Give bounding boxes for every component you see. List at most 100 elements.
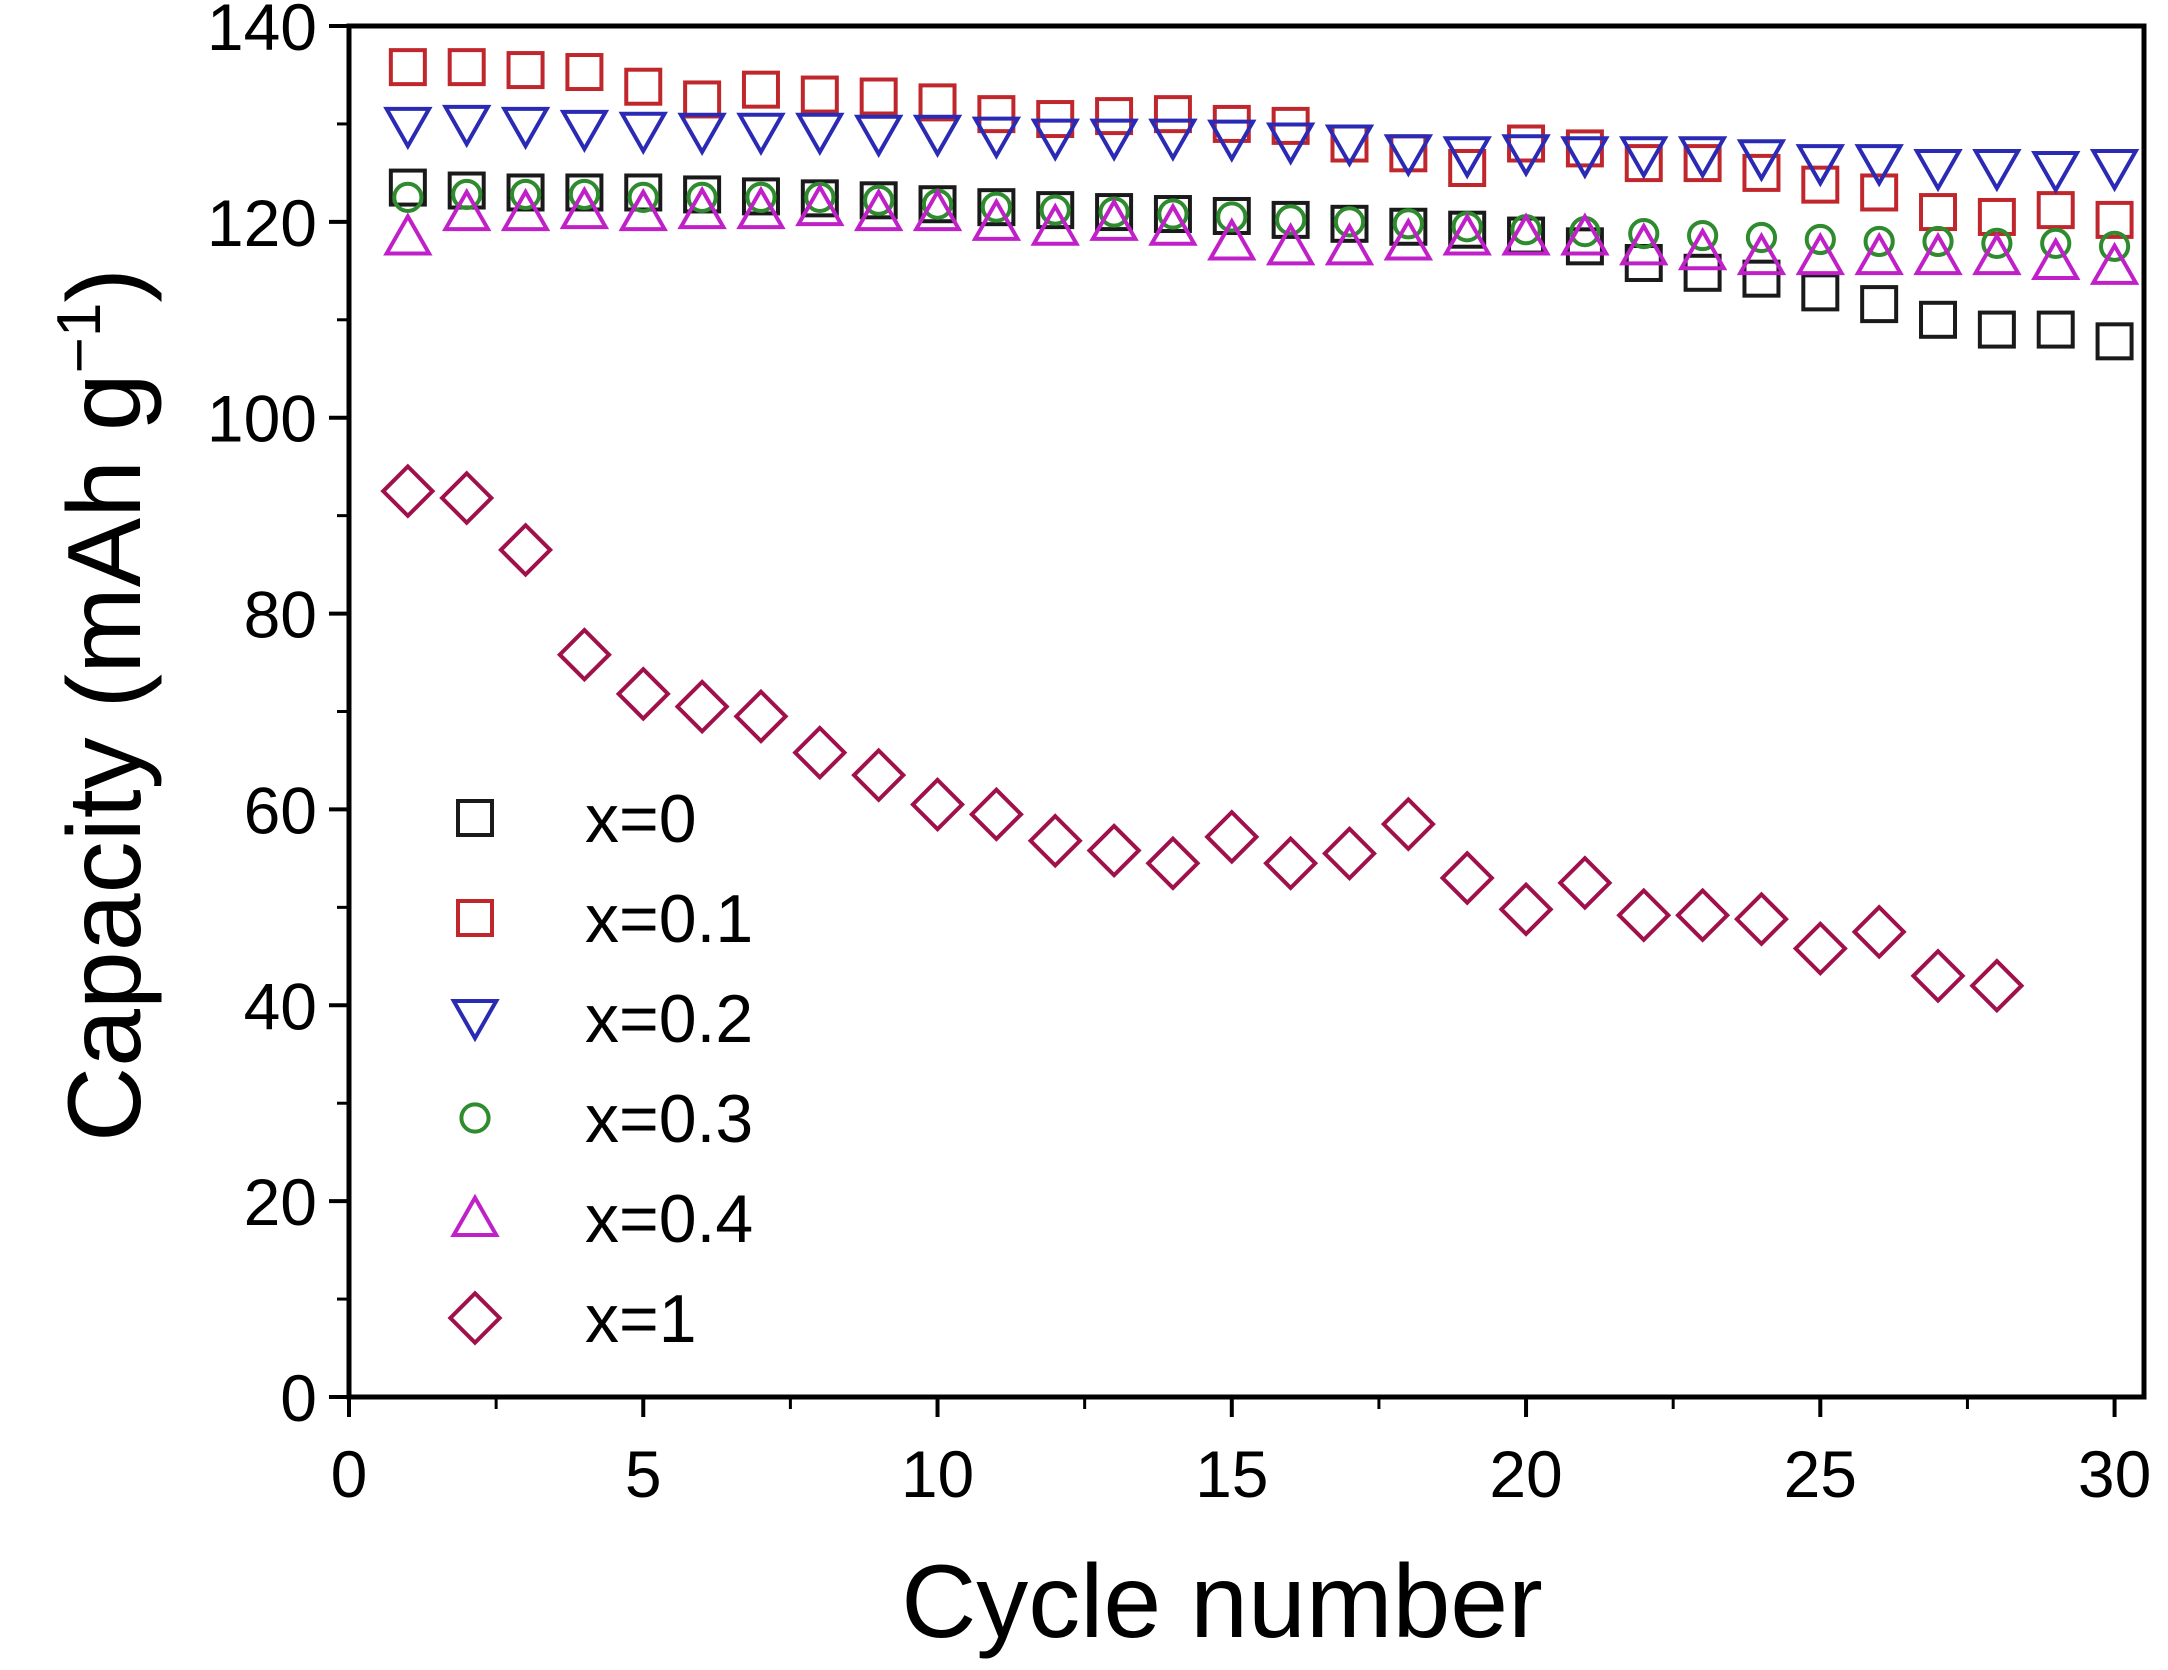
data-point [2089, 148, 2140, 193]
data-point [733, 688, 789, 744]
y-tick-label: 80 [244, 578, 317, 652]
data-point [1972, 148, 2022, 193]
data-point [1801, 273, 1840, 312]
data-point [745, 181, 777, 213]
data-point [1442, 212, 1492, 256]
data-point [1333, 206, 1366, 238]
data-point [559, 109, 610, 154]
data-point [442, 104, 492, 149]
data-point [1736, 139, 1787, 183]
y-tick-label: 100 [207, 382, 317, 456]
data-point [977, 188, 1016, 227]
data-point [971, 116, 1022, 160]
data-point [1792, 921, 1848, 976]
series-x-0-4 [383, 182, 2140, 285]
data-point [1913, 148, 1963, 193]
legend-label: x=0 [585, 781, 697, 857]
legend: x=0 x=0.1 x=0.2 x=0.3 x=0.4 x=1 [447, 781, 753, 1357]
data-point [683, 80, 722, 119]
data-point [1383, 217, 1434, 261]
data-point [615, 666, 671, 722]
data-point [1560, 212, 1610, 256]
series-layer [380, 48, 2140, 1014]
data-point [388, 168, 427, 207]
data-point [1863, 225, 1895, 258]
legend-label: x=0.2 [585, 981, 753, 1057]
data-point [910, 777, 966, 833]
data-point [380, 463, 436, 519]
data-point [1263, 835, 1319, 891]
data-point [1383, 134, 1434, 178]
data-point [677, 112, 727, 156]
data-point [1854, 144, 1904, 188]
data-point [674, 679, 730, 735]
data-point [1616, 887, 1672, 943]
data-point [1922, 225, 1954, 258]
data-point [736, 185, 786, 230]
legend-marker [450, 999, 500, 1043]
y-axis-label-superscript: −1 [45, 303, 114, 374]
data-point [568, 178, 601, 211]
x-tick-label: 10 [901, 1437, 974, 1511]
legend-label: x=0.1 [585, 881, 753, 957]
data-point [1204, 809, 1260, 865]
data-point [1153, 195, 1192, 234]
data-point [1804, 223, 1836, 256]
data-point [1742, 153, 1781, 192]
data-point [1919, 193, 1958, 232]
data-point [1854, 231, 1904, 276]
data-point [677, 185, 727, 230]
series-x-0 [388, 168, 2134, 361]
data-point [1448, 148, 1487, 187]
data-point [618, 111, 668, 156]
data-point [1683, 144, 1722, 183]
data-point [980, 191, 1012, 223]
data-point [1557, 855, 1613, 911]
data-point [388, 48, 427, 87]
data-point [795, 182, 845, 227]
data-point [795, 112, 845, 156]
data-point [2031, 236, 2081, 281]
y-axis-label-close: ) [47, 268, 163, 303]
data-point [1969, 958, 2025, 1014]
data-point [1501, 134, 1551, 178]
data-point [439, 470, 495, 526]
data-point [2089, 241, 2140, 285]
data-point [1675, 887, 1731, 943]
data-point [1275, 204, 1307, 236]
data-point [2040, 227, 2072, 260]
data-point [509, 178, 542, 211]
data-point [1145, 835, 1201, 891]
x-tick-label: 15 [1195, 1437, 1268, 1511]
data-point [853, 114, 904, 158]
data-point [1851, 904, 1907, 960]
y-tick-label: 0 [280, 1361, 317, 1435]
x-tick-label: 5 [625, 1437, 662, 1511]
data-point [912, 114, 963, 158]
data-point [1207, 217, 1257, 261]
data-point [1380, 796, 1436, 852]
data-point [627, 181, 659, 213]
data-point [1619, 222, 1669, 266]
data-point [1439, 850, 1495, 906]
data-point [800, 179, 839, 218]
data-point [859, 181, 898, 220]
data-point [2036, 310, 2075, 349]
data-point [1687, 219, 1719, 252]
y-tick-label: 120 [207, 186, 317, 260]
data-point [1560, 136, 1610, 180]
data-point [1265, 222, 1316, 266]
data-point [971, 197, 1022, 241]
data-point [1089, 118, 1139, 162]
data-point [1910, 948, 1966, 1004]
y-axis-label-main: Capacity (mAh g [47, 373, 163, 1142]
data-point [736, 112, 786, 156]
data-point [792, 725, 848, 781]
data-point [618, 187, 668, 232]
data-point [565, 53, 604, 92]
data-point [1212, 104, 1251, 143]
data-point [1683, 253, 1722, 292]
series-x-1 [380, 463, 2025, 1014]
data-point [1628, 218, 1660, 250]
